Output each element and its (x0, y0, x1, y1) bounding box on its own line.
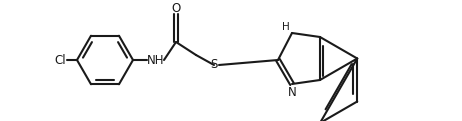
Text: S: S (210, 58, 218, 72)
Text: Cl: Cl (55, 53, 66, 67)
Text: NH: NH (147, 53, 164, 67)
Text: N: N (288, 86, 297, 99)
Text: O: O (171, 2, 181, 15)
Text: H: H (282, 22, 290, 32)
